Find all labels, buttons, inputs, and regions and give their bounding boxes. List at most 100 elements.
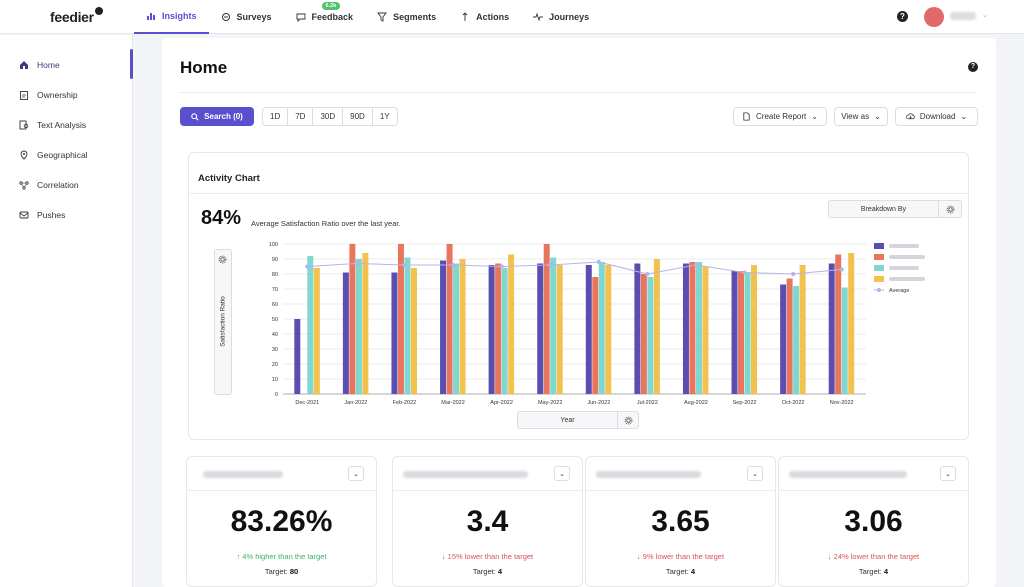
divider <box>189 193 968 194</box>
arrow-down-icon: ↓ <box>441 552 448 561</box>
view-as-button[interactable]: View as ⌄ <box>834 107 888 126</box>
main-content: Home ? Search (0) 1D 7D 30D 90D 1Y Creat… <box>162 38 996 587</box>
divider <box>180 92 977 93</box>
range-30d-button[interactable]: 30D <box>313 108 344 125</box>
average-point <box>742 270 747 275</box>
divider <box>586 490 775 491</box>
kpi-title-blurred <box>596 471 701 478</box>
nav-item-segments[interactable]: Segments <box>365 0 448 34</box>
bar <box>550 257 557 394</box>
range-90d-button[interactable]: 90D <box>343 108 373 125</box>
nav-item-journeys[interactable]: Journeys <box>521 0 601 34</box>
help-icon[interactable]: ? <box>897 11 908 22</box>
bar <box>682 263 689 394</box>
sidebar-item-label: Text Analysis <box>37 120 87 130</box>
correlation-icon <box>19 181 29 190</box>
x-tick-label: Oct-2022 <box>782 400 805 406</box>
bar <box>307 256 314 394</box>
clipboard-icon <box>20 91 28 100</box>
sidebar-item-home[interactable]: Home <box>19 57 131 73</box>
search-button-label: Search (0) <box>204 112 243 121</box>
bar <box>543 244 550 394</box>
y-tick-label: 20 <box>272 362 278 368</box>
bar <box>841 287 848 394</box>
bar <box>459 259 466 394</box>
breakdown-by-label: Breakdown By <box>829 201 939 217</box>
average-point <box>499 264 504 269</box>
bar <box>731 271 738 394</box>
nav-label: Actions <box>476 12 510 22</box>
arrow-down-icon: ↓ <box>636 552 643 561</box>
kpi-target: Target: 4 <box>858 567 889 576</box>
breakdown-by-control[interactable]: Breakdown By <box>828 200 962 218</box>
x-axis-control[interactable]: Year <box>517 411 639 429</box>
bar <box>537 263 544 394</box>
legend-swatch <box>874 254 884 260</box>
kpi-target: Target: 80 <box>264 567 299 576</box>
nav-item-surveys[interactable]: Surveys <box>209 0 284 34</box>
sidebar-item-ownership[interactable]: Ownership <box>19 87 131 103</box>
range-7d-button[interactable]: 7D <box>288 108 314 125</box>
kpi-target: Target: 4 <box>665 567 696 576</box>
chevron-down-icon[interactable]: ⌄ <box>554 466 570 481</box>
chevron-down-icon[interactable]: ⌄ <box>982 12 988 19</box>
user-name-blurred[interactable] <box>950 12 976 20</box>
feedier-logo[interactable]: feedier <box>50 7 103 25</box>
kpi-value: 3.06 <box>844 505 903 538</box>
average-satisfaction-value: 84% <box>201 207 242 229</box>
nav-label: Journeys <box>549 12 590 22</box>
legend-line-marker <box>877 288 881 292</box>
chevron-down-icon[interactable]: ⌄ <box>747 466 763 481</box>
pulse-icon <box>533 12 544 22</box>
bar <box>828 263 835 394</box>
y-axis-control[interactable]: Satisfaction Ratio <box>214 249 232 395</box>
sidebar-item-label: Ownership <box>37 90 78 100</box>
kpi-title-blurred <box>403 471 528 478</box>
bar <box>695 262 702 394</box>
nav-label: Insights <box>162 11 197 21</box>
nav-item-feedback[interactable]: Feedback 6.2k <box>284 0 366 34</box>
y-tick-label: 50 <box>272 317 278 323</box>
nav-label: Surveys <box>236 12 272 22</box>
main-nav: Insights Surveys Feedback 6.2k Segments … <box>134 0 601 34</box>
chevron-down-icon[interactable]: ⌄ <box>940 466 956 481</box>
x-tick-label: Dec-2021 <box>295 400 319 406</box>
kpi-card: ⌄ 3.4 ↓ 15% lower than the target Target… <box>392 456 583 587</box>
chevron-down-icon[interactable]: ⌄ <box>348 466 364 481</box>
bar <box>653 259 660 394</box>
help-icon[interactable]: ? <box>968 62 978 72</box>
bar <box>294 319 301 394</box>
avatar[interactable] <box>924 7 944 27</box>
bar <box>508 254 515 394</box>
gear-icon[interactable] <box>939 201 961 217</box>
chevron-down-icon: ⌄ <box>874 112 881 121</box>
sidebar-item-text-analysis[interactable]: Text Analysis <box>19 117 131 133</box>
gear-icon[interactable] <box>618 412 638 428</box>
sidebar-item-geographical[interactable]: Geographical <box>19 147 131 163</box>
nav-item-insights[interactable]: Insights <box>134 0 209 34</box>
kpi-title-blurred <box>789 471 907 478</box>
gear-icon[interactable] <box>218 255 227 264</box>
download-label: Download <box>919 112 956 121</box>
sidebar-item-correlation[interactable]: Correlation <box>19 177 131 193</box>
activity-chart-card: Activity Chart 84% Average Satisfaction … <box>188 152 969 440</box>
kpi-change: ↑ 4% higher than the target <box>236 552 327 561</box>
average-line <box>307 261 842 275</box>
legend-label-blurred <box>889 277 925 281</box>
bar <box>793 286 800 394</box>
kpi-value: 83.26% <box>230 505 333 538</box>
range-1d-button[interactable]: 1D <box>263 108 289 125</box>
sidebar-item-pushes[interactable]: Pushes <box>19 207 131 223</box>
download-button[interactable]: Download ⌄ <box>895 107 978 126</box>
kpi-value: 3.4 <box>466 505 509 538</box>
kpi-card: ⌄ 3.06 ↓ 24% lower than the target Targe… <box>778 456 969 587</box>
kpi-target: Target: 4 <box>472 567 503 576</box>
range-1y-button[interactable]: 1Y <box>379 112 390 121</box>
search-button[interactable]: Search (0) <box>180 107 254 126</box>
sidebar-active-indicator <box>130 49 133 79</box>
create-report-button[interactable]: Create Report ⌄ <box>733 107 827 126</box>
bar <box>835 254 842 394</box>
actions-icon <box>462 12 468 21</box>
bar <box>556 265 563 394</box>
nav-item-actions[interactable]: Actions <box>448 0 521 34</box>
